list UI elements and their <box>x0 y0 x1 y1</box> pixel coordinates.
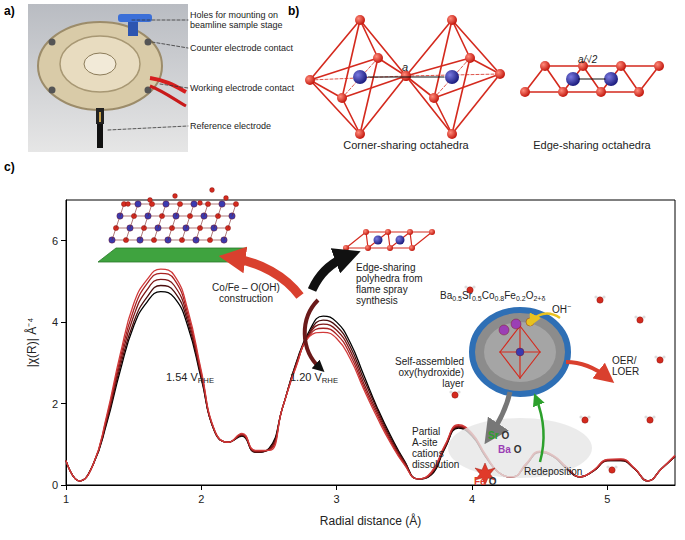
html-text:Edge-sharing octahedra: Edge-sharing octahedra <box>533 139 651 151</box>
html-text:Reference electrode: Reference electrode <box>190 121 272 131</box>
html-text:oxy(hydroxide): oxy(hydroxide) <box>398 367 464 378</box>
html-text:Ba0.5Sr0.5Co0.8Fe0.2O2+δ: Ba0.5Sr0.5Co0.8Fe0.2O2+δ <box>440 290 546 303</box>
svg-text:4: 4 <box>52 316 58 328</box>
html-text:OER/: OER/ <box>612 355 637 366</box>
html-text:Counter electrode contact: Counter electrode contact <box>190 43 294 53</box>
svg-text:2: 2 <box>52 398 58 410</box>
html-text:c): c) <box>4 160 15 174</box>
html-text:beamline sample stage: beamline sample stage <box>190 20 283 30</box>
html-text:OH−: OH− <box>552 302 572 315</box>
html-text:Holes for mounting on: Holes for mounting on <box>190 10 279 20</box>
html-text:Sr O: Sr O <box>488 430 510 441</box>
html-text:Edge-sharing: Edge-sharing <box>356 262 416 273</box>
svg-text:|χ(R)| Å⁻⁴: |χ(R)| Å⁻⁴ <box>24 318 39 368</box>
svg-text:0: 0 <box>52 479 58 491</box>
html-text:1.54 VRHE: 1.54 VRHE <box>166 371 214 386</box>
svg-text:1: 1 <box>63 493 69 505</box>
svg-text:3: 3 <box>334 493 340 505</box>
html-text:Redeposition: Redeposition <box>524 466 583 477</box>
html-text:b): b) <box>288 4 300 18</box>
svg-text:2: 2 <box>198 493 204 505</box>
html-text:Corner-sharing octahedra: Corner-sharing octahedra <box>343 139 469 151</box>
html-text:construction: construction <box>219 293 273 304</box>
html-text:layer: layer <box>442 378 464 389</box>
html-text:A-site: A-site <box>412 437 438 448</box>
html-text:a): a) <box>4 4 15 18</box>
html-text:Fe O: Fe O <box>474 476 497 487</box>
html-text:a: a <box>402 61 409 73</box>
html-text:Ba O: Ba O <box>498 444 522 455</box>
html-text:Partial: Partial <box>412 426 441 437</box>
html-text:LOER: LOER <box>612 366 640 377</box>
html-text:Co/Fe – O(OH): Co/Fe – O(OH) <box>212 282 280 293</box>
html-text:polyhedra from: polyhedra from <box>356 273 423 284</box>
html-text:flame spray: flame spray <box>356 284 408 295</box>
html-text:dissolution: dissolution <box>412 459 460 470</box>
html-text:Self-assembled: Self-assembled <box>395 356 464 367</box>
html-text:cations: cations <box>412 448 444 459</box>
html-text:1.20 VRHE: 1.20 VRHE <box>290 371 338 386</box>
html-text:a/√2: a/√2 <box>578 54 598 65</box>
html-text:Working electrode contact: Working electrode contact <box>190 83 294 93</box>
svg-text:6: 6 <box>52 235 58 247</box>
svg-text:Radial distance (Å): Radial distance (Å) <box>320 513 421 528</box>
svg-text:5: 5 <box>604 493 610 505</box>
svg-text:4: 4 <box>469 493 475 505</box>
html-text:synthesis: synthesis <box>356 295 398 306</box>
